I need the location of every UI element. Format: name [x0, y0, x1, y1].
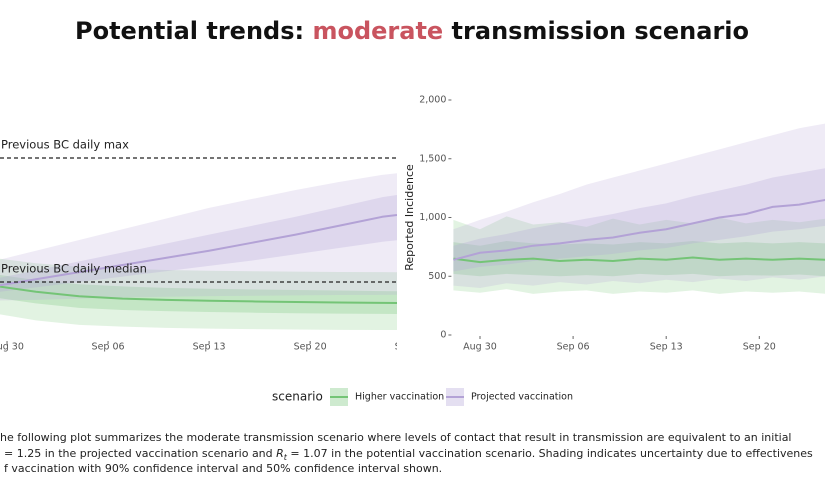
legend-title: scenario — [272, 390, 323, 404]
title-part: Potential trends: — [75, 17, 312, 45]
confidence-band — [0, 274, 397, 315]
caption-symbol: R — [276, 447, 284, 460]
x-tick-label: Sep 06 — [92, 342, 125, 353]
y-tick-label: 1,500 — [419, 153, 446, 164]
legend-label: Higher vaccination — [355, 392, 444, 403]
confidence-band — [0, 195, 397, 292]
x-tick-label: Sep 13 — [650, 342, 683, 353]
y-axis-label: Reported Incidence — [403, 164, 416, 271]
x-tick-label: Aug 30 — [0, 342, 24, 353]
x-tick-label: Sep 13 — [193, 342, 226, 353]
y-tick-label: 0 — [440, 330, 446, 341]
plot-area — [453, 123, 825, 294]
right-chart: Aug 30 Sep 06 Sep 13 Sep 20 0 500 1,000 1,500 2,… — [403, 95, 825, 353]
reference-label: Previous BC daily median — [1, 261, 147, 275]
caption-line: f vaccination with 90% confidence interv… — [4, 462, 442, 475]
x-tick-label: Sep 20 — [743, 342, 776, 353]
series-line — [0, 285, 397, 304]
series-line — [453, 256, 825, 264]
caption-part: = 1.07 in the potential vaccination scen… — [287, 447, 813, 460]
x-tick-label: Sep 20 — [294, 342, 327, 353]
y-tick-label: 2,000 — [419, 95, 446, 106]
caption-part: = 1.25 in the projected vaccination scen… — [4, 447, 276, 460]
series-line — [0, 213, 397, 287]
x-tick-label: Sep 06 — [557, 342, 590, 353]
caption: he following plot summarizes the moderat… — [0, 431, 813, 475]
confidence-band — [453, 168, 825, 272]
page-title: Potential trends: moderate transmission … — [75, 17, 749, 45]
confidence-band — [453, 123, 825, 288]
title-part: transmission scenario — [443, 17, 749, 45]
reference-label: Previous BC daily max — [1, 138, 129, 152]
caption-line: = 1.25 in the projected vaccination scen… — [4, 447, 813, 462]
series-line — [453, 199, 825, 261]
legend-label: Projected vaccination — [471, 392, 573, 403]
confidence-band — [0, 258, 397, 331]
caption-line: he following plot summarizes the moderat… — [0, 431, 791, 444]
title-highlight: moderate — [312, 17, 443, 45]
confidence-band — [453, 216, 825, 294]
x-tick-label: Aug 30 — [463, 342, 497, 353]
x-tick-label: Sep 27 — [395, 342, 428, 353]
y-tick-label: 500 — [428, 271, 446, 282]
legend: scenario Higher vaccination Projected vac… — [272, 388, 573, 406]
caption-subscript: t — [284, 453, 288, 462]
left-chart: Previous BC daily max Previous BC daily m… — [0, 138, 428, 353]
y-tick-label: 1,000 — [419, 212, 446, 223]
